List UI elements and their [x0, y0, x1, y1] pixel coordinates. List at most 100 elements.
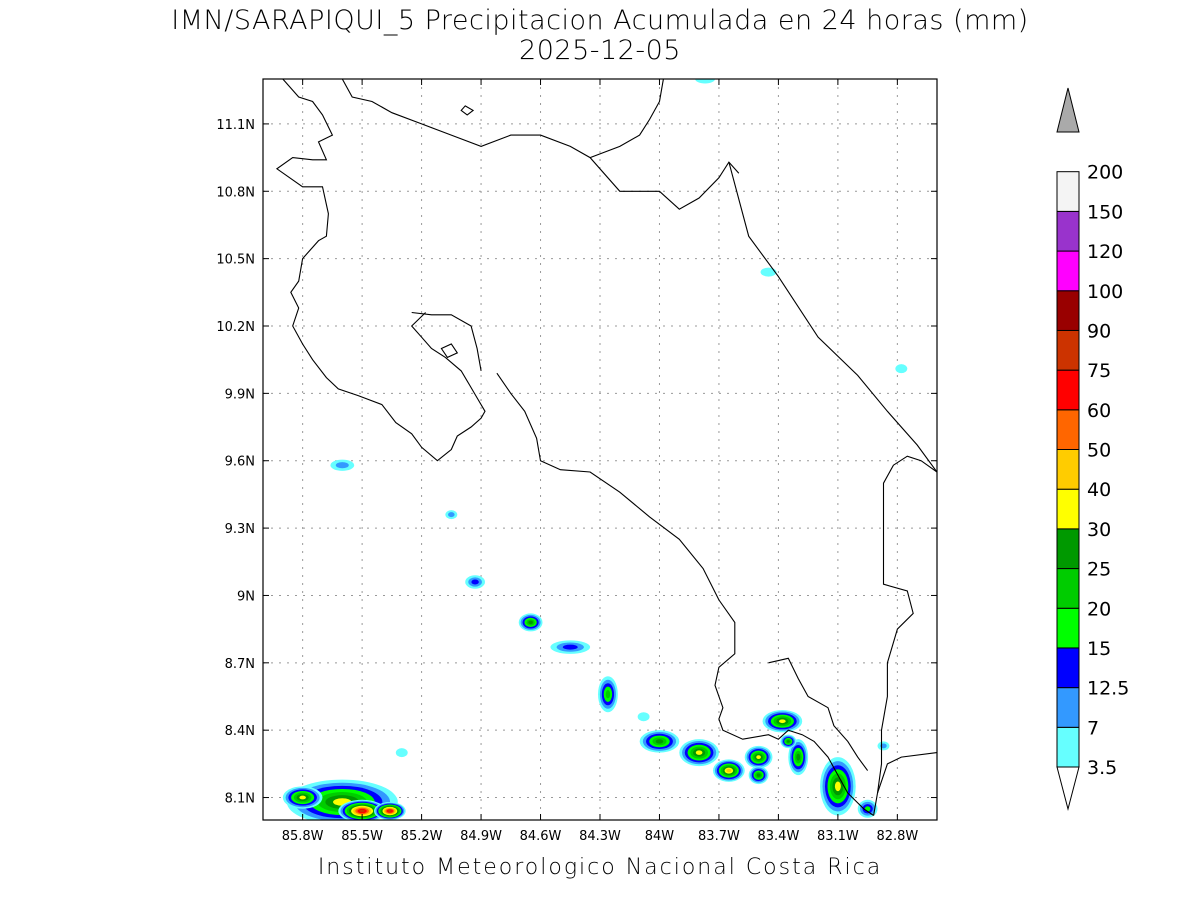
precip-cell [465, 575, 486, 589]
colorbar-swatch [1056, 171, 1080, 212]
colorbar-label: 90 [1087, 320, 1111, 342]
precip-cell [639, 730, 680, 753]
precip-contour [695, 750, 703, 755]
precip-cell [748, 766, 769, 785]
coastline [728, 161, 937, 473]
precip-contour [756, 755, 761, 759]
colorbar-label: 60 [1087, 400, 1111, 422]
colorbar-swatch [1056, 369, 1080, 411]
axis-ticks: 85.8W 85.5W 85.2W 84.9W 84.6W 84.3W 84W 83.7W 83… [216, 79, 937, 844]
lat-tick-label: 10.2N [216, 320, 255, 335]
grid-lines [263, 79, 937, 820]
lat-tick-label: 10.8N [216, 185, 255, 200]
precip-cell [744, 745, 773, 769]
lon-tick-label: 83.7W [698, 829, 740, 844]
precip-contour [471, 579, 479, 585]
precip-cell [679, 739, 719, 767]
colorbar-swatch [1056, 290, 1080, 331]
precip-cell [895, 364, 908, 374]
precip-cell [395, 748, 408, 758]
lat-tick-label: 8.1N [225, 792, 255, 807]
colorbar-label: 120 [1087, 241, 1123, 263]
lat-tick-label: 8.7N [225, 657, 255, 672]
colorbar-swatch [1056, 687, 1080, 728]
precip-cell [695, 79, 715, 84]
precip-cell [598, 676, 618, 713]
precip-contour [605, 690, 611, 699]
lat-tick-label: 9N [237, 589, 255, 604]
precip-contour [335, 462, 349, 469]
lon-tick-label: 84W [645, 829, 675, 844]
colorbar-label: 150 [1087, 201, 1123, 223]
colorbar-swatch [1056, 726, 1080, 768]
precip-cell [877, 741, 890, 751]
coastline [275, 79, 486, 462]
precip-cell [282, 786, 323, 809]
precip-contour [779, 719, 786, 724]
colorbar-top-arrow [1056, 87, 1080, 133]
colorbar-label: 200 [1087, 162, 1123, 184]
colorbar-swatch [1056, 449, 1080, 490]
lat-tick-label: 10.5N [216, 253, 255, 268]
precip-contour [655, 739, 664, 744]
island-outline [460, 105, 475, 116]
island-outline [440, 343, 459, 359]
lon-tick-label: 85.5W [341, 829, 383, 844]
lon-tick-label: 82.8W [876, 829, 918, 844]
precip-contour [299, 795, 306, 800]
precip-contour [562, 644, 578, 650]
lat-tick-label: 11.1N [216, 118, 255, 133]
precip-cell [760, 267, 777, 277]
coastline [873, 455, 937, 816]
colorbar-label: 3.5 [1087, 757, 1117, 779]
lon-tick-label: 83.1W [817, 829, 859, 844]
lon-tick-label: 84.3W [579, 829, 621, 844]
colorbar-label: 20 [1087, 598, 1111, 620]
precip-contour [786, 740, 790, 743]
colorbar-swatch [1056, 329, 1080, 371]
precip-contour [726, 768, 732, 773]
precip-contour [895, 364, 908, 374]
precip-cell [857, 799, 878, 818]
colorbar-label: 15 [1087, 638, 1111, 660]
colorbar-label: 100 [1087, 281, 1123, 303]
coastline [496, 372, 874, 816]
lon-tick-label: 84.6W [520, 829, 562, 844]
colorbar: 3.5 7 12.5 15 20 25 30 40 50 60 75 90 100 120 150 200 [1056, 87, 1129, 811]
lat-tick-label: 9.6N [225, 455, 255, 470]
precip-contour [834, 781, 841, 792]
colorbar-label: 12.5 [1087, 678, 1129, 700]
colorbar-swatch [1056, 409, 1080, 450]
map-date: 2025-12-05 [519, 35, 681, 66]
colorbar-swatch [1056, 647, 1080, 689]
coastline [411, 311, 482, 371]
colorbar-label: 50 [1087, 440, 1111, 462]
lon-tick-label: 85.8W [282, 829, 324, 844]
precip-cell [374, 802, 406, 820]
precip-cell [637, 712, 650, 722]
precip-contour [760, 267, 777, 277]
precip-contour [359, 809, 365, 813]
colorbar-swatch [1056, 250, 1080, 292]
coastline [768, 657, 869, 771]
precip-cell [788, 739, 809, 776]
colorbar-swatch [1056, 210, 1080, 252]
precip-contour [448, 512, 455, 518]
precip-contour [637, 712, 650, 722]
precip-cell [780, 734, 797, 749]
precip-cell [550, 640, 591, 654]
precip-cell [712, 759, 745, 782]
lat-tick-label: 9.3N [225, 522, 255, 537]
map-title: IMN/SARAPIQUI_5 Precipitacion Acumulada … [171, 5, 1029, 36]
lat-tick-label: 9.9N [225, 387, 255, 402]
precip-contour [395, 748, 408, 758]
precipitation-field [282, 79, 908, 820]
precip-cell [330, 459, 355, 471]
precip-cell [338, 799, 386, 820]
coastline [341, 79, 740, 210]
precip-cell [820, 757, 856, 816]
colorbar-swatch [1056, 607, 1080, 649]
colorbar-label: 25 [1087, 559, 1111, 581]
lon-tick-label: 84.9W [460, 829, 502, 844]
colorbar-label: 30 [1087, 519, 1111, 541]
